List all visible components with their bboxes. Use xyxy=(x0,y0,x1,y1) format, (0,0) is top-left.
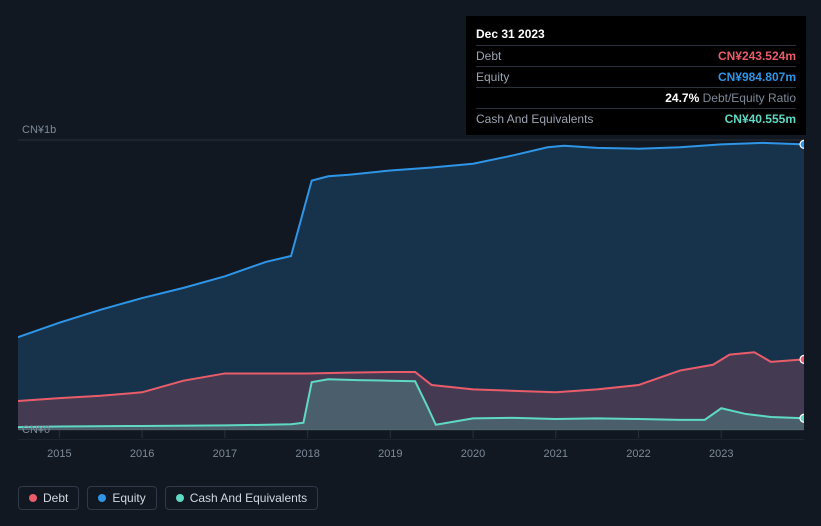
x-axis-tick: 2020 xyxy=(461,448,485,460)
tooltip-row: Cash And EquivalentsCN¥40.555m xyxy=(476,108,796,129)
x-axis-tick: 2022 xyxy=(626,448,650,460)
x-axis-tick: 2019 xyxy=(378,448,402,460)
legend-dot xyxy=(29,494,37,502)
x-axis-tick: 2017 xyxy=(213,448,237,460)
legend-dot xyxy=(176,494,184,502)
x-axis-tick: 2018 xyxy=(295,448,319,460)
chart-tooltip: Dec 31 2023 DebtCN¥243.524mEquityCN¥984.… xyxy=(466,16,806,135)
tooltip-row: 24.7% Debt/Equity Ratio xyxy=(476,87,796,108)
legend-dot xyxy=(98,494,106,502)
legend-item[interactable]: Debt xyxy=(18,486,79,510)
x-axis-tick: 2021 xyxy=(544,448,568,460)
legend-label: Cash And Equivalents xyxy=(190,491,307,505)
tooltip-row: EquityCN¥984.807m xyxy=(476,66,796,87)
y-axis-label: CN¥0 xyxy=(22,424,50,436)
x-axis-tick: 2016 xyxy=(130,448,154,460)
x-axis: 2015 2016 2017 2018 2019 2020 2021 2022 2023 xyxy=(18,448,804,468)
legend-label: Debt xyxy=(43,491,68,505)
legend-item[interactable]: Cash And Equivalents xyxy=(165,486,318,510)
y-axis-label: CN¥1b xyxy=(22,124,56,136)
x-axis-tick: 2023 xyxy=(709,448,733,460)
legend-label: Equity xyxy=(112,491,145,505)
legend: Debt Equity Cash And Equivalents xyxy=(18,486,318,510)
x-axis-tick: 2015 xyxy=(47,448,71,460)
tooltip-row: DebtCN¥243.524m xyxy=(476,45,796,66)
tooltip-date: Dec 31 2023 xyxy=(476,22,796,45)
legend-item[interactable]: Equity xyxy=(87,486,156,510)
